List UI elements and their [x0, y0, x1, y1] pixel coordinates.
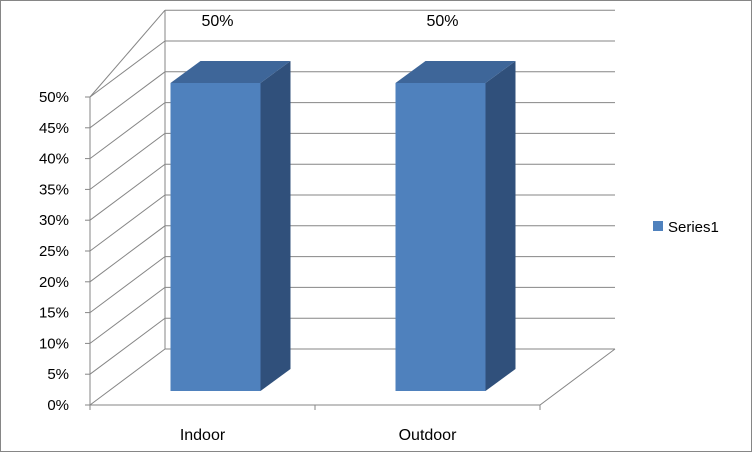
x-category-label: Outdoor: [399, 427, 457, 444]
gridline: [89, 102, 615, 160]
axes: [89, 97, 616, 410]
gridline: [89, 225, 615, 283]
bars: [170, 61, 516, 391]
bar-front: [170, 83, 261, 391]
y-tick-label: 10%: [39, 335, 69, 352]
gridline: [89, 71, 615, 129]
y-tick-label: 30%: [39, 212, 69, 229]
y-tick-label: 45%: [39, 120, 69, 137]
gridline: [89, 163, 615, 221]
data-label: 50%: [201, 13, 233, 30]
x-category-label: Indoor: [180, 427, 226, 444]
gridline: [89, 9, 166, 98]
legend: Series1: [653, 219, 719, 236]
gridline: [89, 317, 615, 375]
gridline: [89, 286, 615, 344]
y-axis-ticks: 0% 5% 10% 15% 20% 25% 30% 35% 40% 45% 50%: [39, 89, 90, 414]
data-labels: 50% 50%: [201, 13, 458, 30]
gridlines: [89, 9, 615, 406]
bar-top: [395, 61, 516, 83]
y-tick-label: 15%: [39, 305, 69, 322]
floor-edge: [90, 348, 616, 406]
y-tick-label: 25%: [39, 243, 69, 260]
bar: [170, 61, 291, 391]
y-tick-label: 0%: [47, 397, 69, 414]
gridline: [89, 40, 615, 98]
bar-top: [170, 61, 291, 83]
y-tick-label: 35%: [39, 181, 69, 198]
bar-side: [260, 61, 291, 391]
gridline: [89, 348, 615, 406]
y-tick-label: 20%: [39, 274, 69, 291]
gridline: [89, 132, 615, 190]
bar-side: [485, 61, 516, 391]
data-label: 50%: [426, 13, 458, 30]
bar-front: [395, 83, 486, 391]
y-tick-label: 5%: [47, 366, 69, 383]
legend-swatch: [653, 221, 663, 231]
legend-label: Series1: [668, 219, 719, 236]
gridline: [89, 194, 615, 252]
x-axis-categories: Indoor Outdoor: [180, 427, 457, 444]
bar: [395, 61, 516, 391]
y-tick-label: 40%: [39, 151, 69, 168]
y-tick-label: 50%: [39, 89, 69, 106]
gridline: [89, 256, 615, 314]
